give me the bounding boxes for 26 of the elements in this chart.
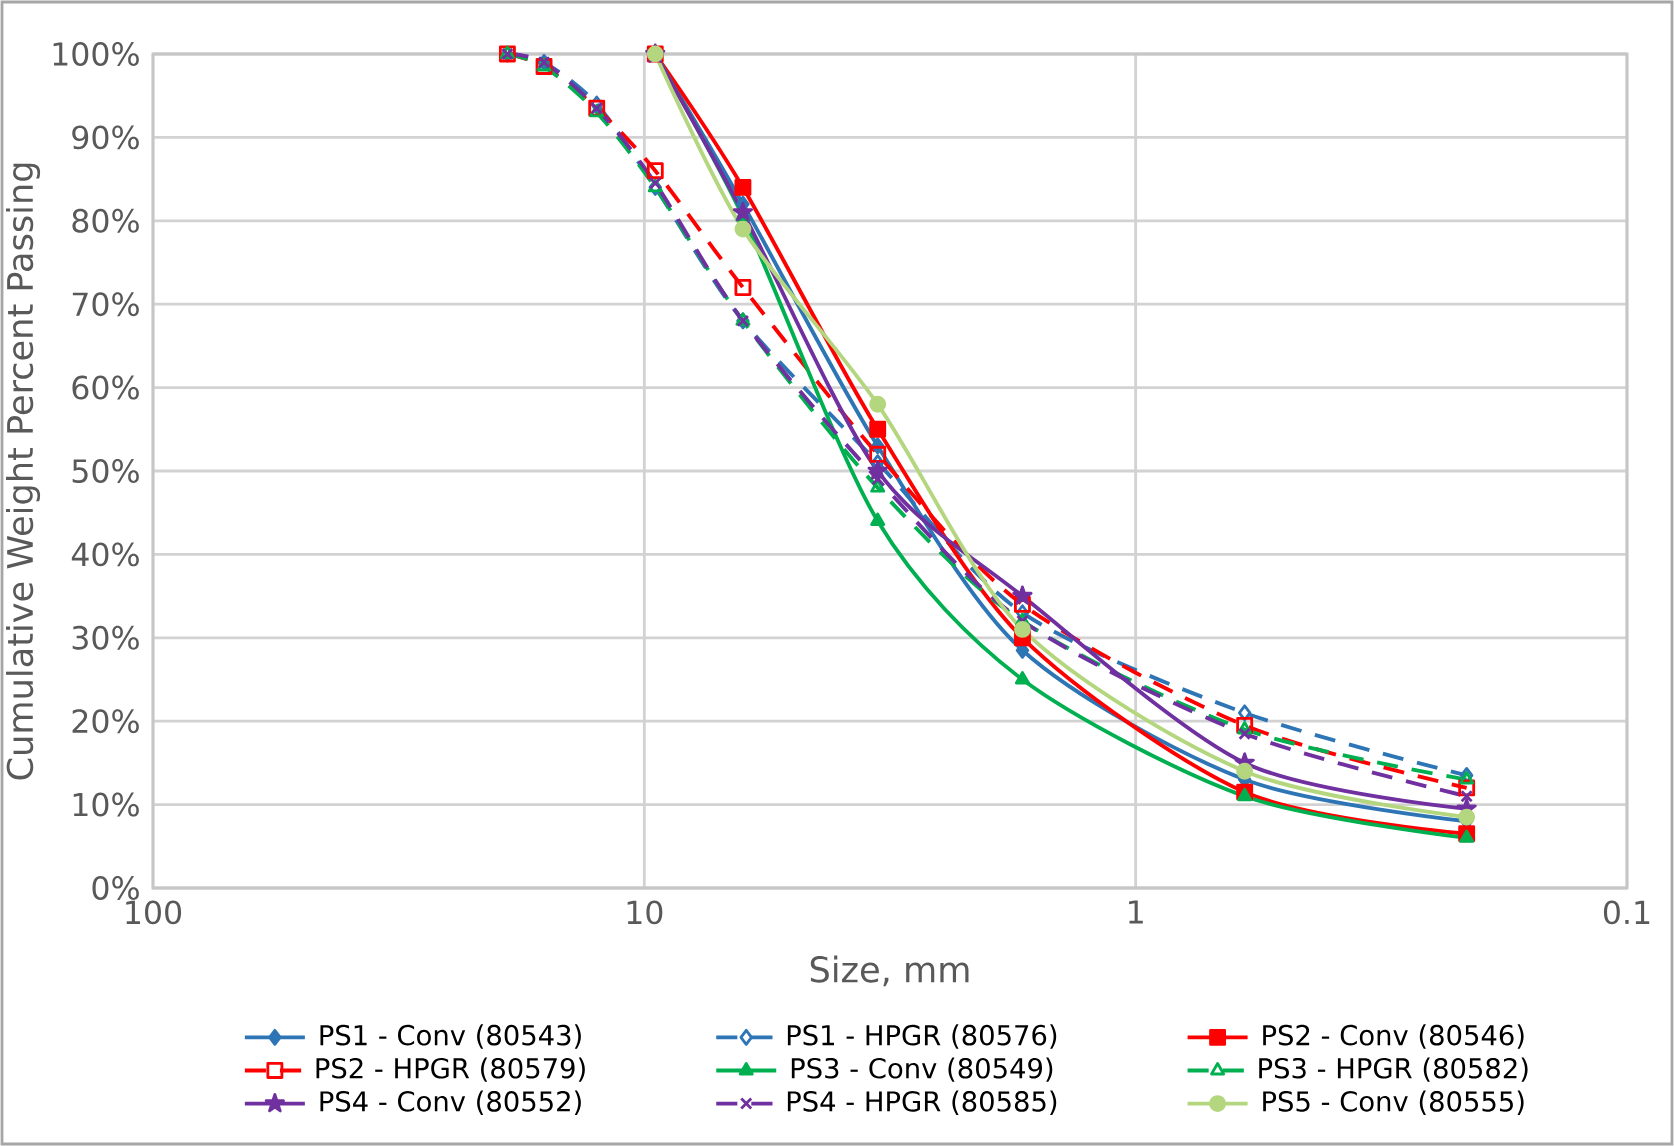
y-tick-label: 90% [72,125,139,150]
y-tick-label: 30% [72,625,139,650]
x-tick-label: 0.1 [1603,900,1650,925]
legend-label: PS4 - Conv (80552) [320,1090,581,1115]
x-tick-label: 100 [126,900,182,925]
legend-label: PS1 - HPGR (80576) [787,1024,1057,1049]
legend-label: PS2 - HPGR (80579) [316,1057,585,1082]
y-tick-label: 0% [92,876,139,900]
legend-label: PS2 - Conv (80546) [1263,1024,1524,1049]
legend-label: PS1 - Conv (80543) [320,1024,581,1049]
y-tick-label: 80% [72,208,139,233]
y-tick-label: 20% [72,709,139,734]
y-tick-label: 10% [73,792,139,817]
x-tick-label: 1 [1129,900,1143,924]
x-tick-label: 10 [627,900,663,925]
y-tick-label: 100% [53,42,139,66]
legend-label: PS5 - Conv (80555) [1263,1090,1524,1115]
y-tick-label: 50% [72,459,139,483]
y-tick-label: 70% [72,292,139,317]
y-axis-title: Cumulative Weight Percent Passing [6,163,41,780]
legend-label: PS3 - HPGR (80582) [1259,1057,1528,1082]
y-tick-label: 40% [71,542,139,567]
y-tick-label: 60% [72,375,139,400]
x-axis-title: Size, mm [810,955,969,987]
legend-label: PS3 - Conv (80549) [791,1057,1053,1082]
legend-label: PS4 - HPGR (80585) [787,1090,1057,1115]
